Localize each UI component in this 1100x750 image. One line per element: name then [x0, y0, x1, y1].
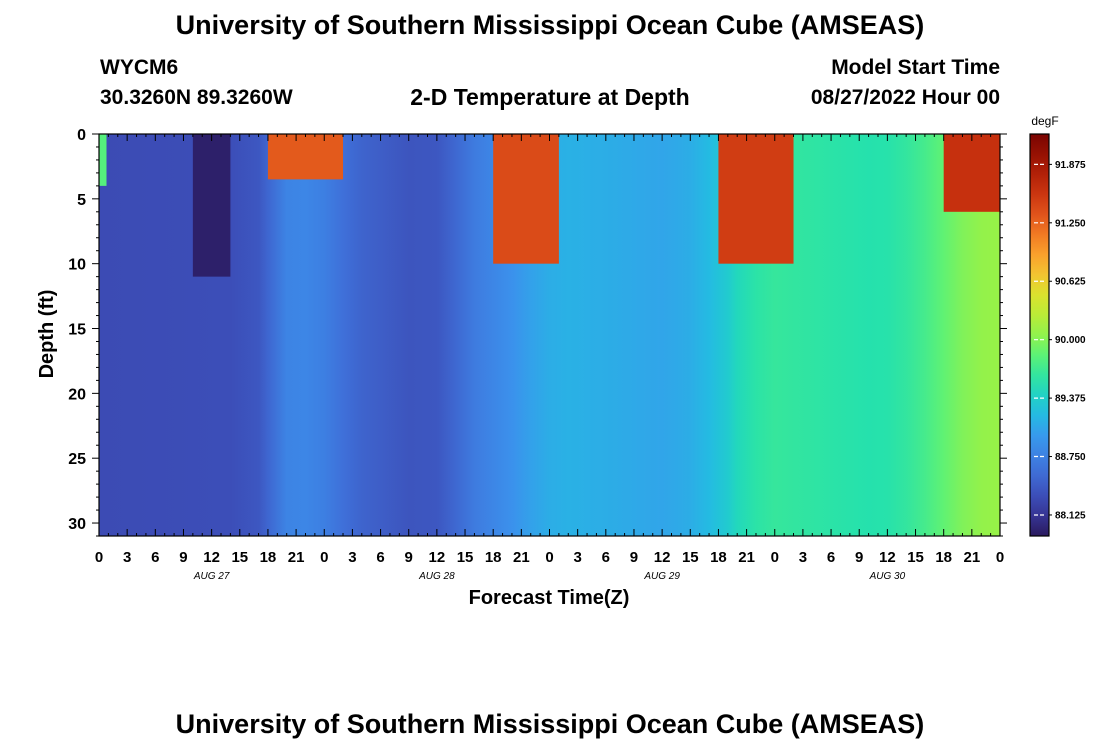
x-tick-label: 21 [288, 549, 305, 566]
x-tick-label: 3 [348, 549, 356, 566]
footer-title: University of Southern Mississippi Ocean… [175, 709, 925, 739]
x-tick-label: 6 [151, 549, 159, 566]
colorbar: degF 88.125 88.750 89.375 90.000 90.625 91.25… [1029, 114, 1086, 537]
x-tick-label: 6 [602, 549, 610, 566]
heatmap-surface-features [99, 134, 1000, 277]
x-tick-label: 15 [457, 549, 474, 566]
x-tick-label: 15 [231, 549, 248, 566]
x-tick-label: 6 [376, 549, 384, 566]
x-tick-label: 3 [123, 549, 131, 566]
y-tick-label: 15 [68, 322, 86, 339]
x-day-label: AUG 28 [418, 571, 455, 582]
colorbar-tick-label: 90.000 [1055, 335, 1086, 346]
x-tick-label: 0 [320, 549, 328, 566]
x-tick-label: 0 [95, 549, 103, 566]
x-tick-label: 12 [654, 549, 671, 566]
model-start-label: Model Start Time [831, 56, 1000, 79]
surface-feature-4 [493, 134, 559, 264]
x-tick-label: 0 [771, 549, 779, 566]
x-tick-label: 18 [260, 549, 277, 566]
colorbar-tick-label: 88.125 [1055, 510, 1086, 521]
y-axis-label: Depth (ft) [36, 290, 58, 379]
x-tick-label: 15 [682, 549, 699, 566]
x-tick-label: 3 [799, 549, 807, 566]
colorbar-tick-label: 89.375 [1055, 394, 1086, 405]
x-tick-label: 15 [907, 549, 924, 566]
x-tick-label: 18 [485, 549, 502, 566]
temperature-depth-chart: 0 3 6 9 12 15 18 21 0 3 6 9 12 15 18 21 0 3 6 9 12 15 18 21 0 3 6 9… [36, 114, 1086, 609]
colorbar-unit: degF [1031, 114, 1058, 128]
colorbar-scale [1029, 133, 1050, 537]
model-start-value: 08/27/2022 Hour 00 [810, 86, 1000, 109]
x-day-label: AUG 27 [193, 571, 230, 582]
x-tick-label: 18 [935, 549, 952, 566]
x-tick-label: 21 [513, 549, 530, 566]
x-tick-label: 3 [573, 549, 581, 566]
x-axis-label: Forecast Time(Z) [469, 587, 630, 609]
x-tick-label: 21 [738, 549, 755, 566]
surface-feature-2 [192, 134, 231, 277]
x-tick-label: 12 [429, 549, 446, 566]
chart-subtitle: 2-D Temperature at Depth [410, 84, 690, 110]
x-tick-label: 18 [710, 549, 727, 566]
y-tick-label: 30 [68, 516, 86, 533]
colorbar-tick-label: 88.750 [1055, 452, 1086, 463]
colorbar-tick-label: 91.875 [1055, 160, 1086, 171]
y-tick-label: 20 [68, 386, 86, 403]
axes: 0 3 6 9 12 15 18 21 0 3 6 9 12 15 18 21 0 3 6 9 12 15 18 21 0 3 6 9… [68, 127, 1007, 582]
x-day-label: AUG 29 [643, 571, 680, 582]
x-tick-label: 9 [405, 549, 413, 566]
station-id: WYCM6 [100, 56, 179, 79]
x-tick-label: 9 [179, 549, 187, 566]
station-coordinates: 30.3260N 89.3260W [100, 86, 293, 109]
colorbar-tick-label: 91.250 [1055, 218, 1086, 229]
surface-feature-6 [943, 134, 1000, 212]
surface-feature-3 [267, 134, 344, 180]
x-tick-label: 12 [203, 549, 220, 566]
surface-feature-5 [718, 134, 794, 264]
x-tick-label: 9 [630, 549, 638, 566]
x-tick-label: 0 [545, 549, 553, 566]
x-tick-label: 6 [827, 549, 835, 566]
y-tick-label: 5 [77, 192, 86, 209]
x-tick-label: 21 [964, 549, 981, 566]
y-tick-label: 25 [68, 451, 86, 468]
x-tick-label: 9 [855, 549, 863, 566]
x-tick-label: 0 [996, 549, 1004, 566]
x-day-label: AUG 30 [869, 571, 906, 582]
y-tick-label: 10 [68, 257, 86, 274]
x-tick-label: 12 [879, 549, 896, 566]
colorbar-tick-label: 90.625 [1055, 277, 1086, 288]
main-title: University of Southern Mississippi Ocean… [175, 10, 925, 40]
y-tick-label: 0 [77, 127, 86, 144]
surface-feature-1 [99, 134, 107, 186]
heatmap-plot [98, 133, 1001, 537]
